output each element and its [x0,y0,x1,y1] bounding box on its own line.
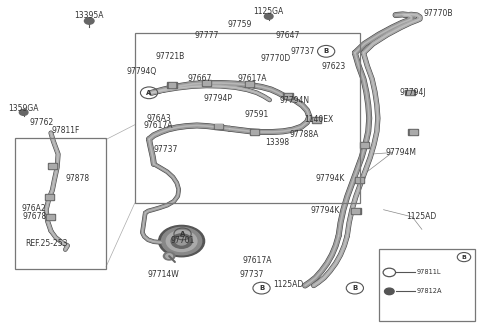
Text: 97794K: 97794K [315,174,345,183]
Text: 97770B: 97770B [424,9,454,18]
Text: 13395A: 13395A [74,11,104,20]
Circle shape [158,225,204,257]
Bar [167,82,177,88]
Text: 97617A: 97617A [144,121,173,130]
Text: 97701: 97701 [170,236,195,245]
Text: 1125GA: 1125GA [253,7,284,16]
Bar [48,163,57,169]
Text: 97737: 97737 [290,47,314,56]
Text: 97678: 97678 [22,212,47,221]
Text: 97788A: 97788A [290,130,319,139]
Text: B: B [352,285,358,291]
Bar [283,93,293,99]
Text: 1140EX: 1140EX [304,115,334,124]
Text: 13398: 13398 [265,138,289,147]
Text: 97777: 97777 [194,31,219,40]
Text: 97714W: 97714W [147,270,180,279]
Bar [215,125,222,128]
Bar [203,81,210,85]
Circle shape [176,237,187,245]
Bar [408,129,418,134]
Circle shape [166,254,172,258]
Text: REF.25-253: REF.25-253 [25,239,67,248]
Circle shape [384,288,394,295]
Text: 97770D: 97770D [261,54,291,63]
Circle shape [163,252,175,260]
Text: 97794K: 97794K [311,206,340,215]
Bar [246,82,253,86]
Circle shape [19,110,28,115]
Text: A: A [180,231,185,237]
Bar [135,33,360,203]
Text: 97737: 97737 [240,270,264,278]
Text: 976A2: 976A2 [22,204,47,213]
Bar [355,177,364,183]
Bar [46,195,53,199]
Text: A: A [146,90,152,96]
Bar [15,138,106,269]
Text: 1359GA: 1359GA [9,104,39,113]
Text: 97759: 97759 [228,20,252,29]
Text: 97623: 97623 [321,62,346,71]
Text: B: B [462,255,467,259]
Bar [352,209,359,213]
Bar [410,130,417,133]
Circle shape [264,13,273,19]
Circle shape [166,231,197,252]
Text: 97617A: 97617A [242,256,272,265]
Bar [47,215,54,218]
Bar [313,118,320,122]
Text: 97794P: 97794P [204,94,233,103]
Text: 97721B: 97721B [156,52,185,61]
Text: 97812A: 97812A [416,288,442,294]
Text: 97811L: 97811L [416,269,441,276]
Bar [360,142,369,148]
Bar [356,178,363,182]
Bar [407,91,413,94]
Text: 97811F: 97811F [51,126,80,135]
Text: 97737: 97737 [154,145,178,154]
Bar [251,130,258,133]
Text: 97591: 97591 [245,110,269,118]
Text: 97617A: 97617A [237,74,267,83]
Text: 97762: 97762 [30,118,54,127]
Text: 1125AD: 1125AD [273,280,303,289]
Text: 97794J: 97794J [400,88,427,97]
Bar [361,143,368,147]
Bar [312,117,322,123]
Text: 97794N: 97794N [280,96,310,106]
Text: 97878: 97878 [65,174,89,183]
Bar [202,80,211,86]
Bar [168,83,175,87]
Bar [49,164,56,168]
Text: 1125AD: 1125AD [406,213,436,221]
Bar [46,214,55,219]
Bar [214,124,223,129]
Bar [245,81,254,87]
Text: 97794Q: 97794Q [127,67,157,76]
Text: 97667: 97667 [187,74,212,83]
Circle shape [161,227,202,255]
Circle shape [84,18,94,24]
Text: B: B [324,48,329,54]
Circle shape [171,234,192,248]
Bar [250,129,259,134]
Text: B: B [259,285,264,291]
Bar [285,94,291,98]
Text: 97647: 97647 [276,31,300,40]
Text: 97794M: 97794M [385,148,416,157]
Text: 976A3: 976A3 [146,114,171,123]
Bar [351,208,360,214]
Bar [45,194,54,200]
Bar [405,90,415,95]
Bar [379,249,475,321]
